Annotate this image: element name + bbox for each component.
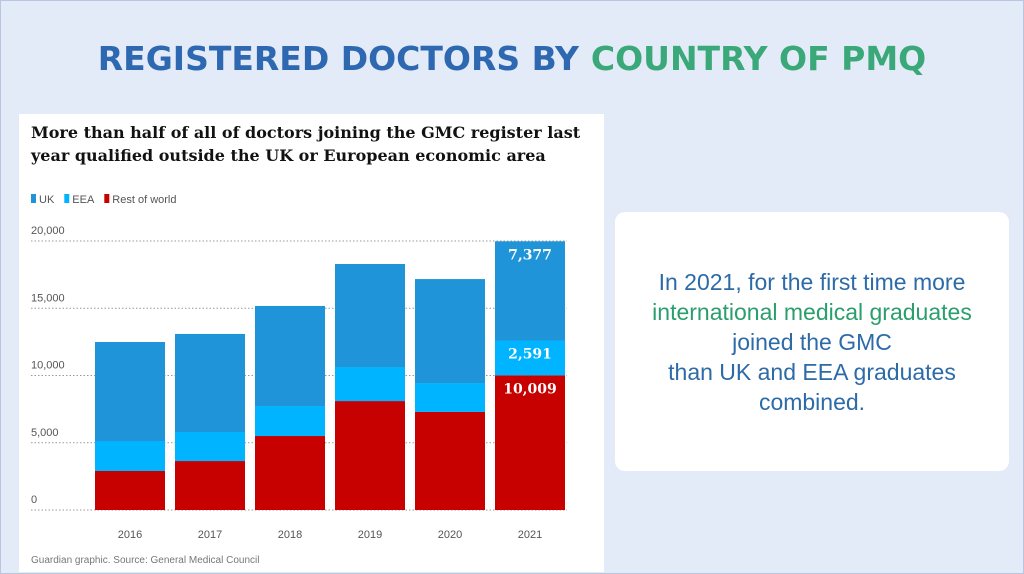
bar-segment	[255, 305, 325, 407]
bar-segment	[95, 441, 165, 471]
legend-swatch	[31, 194, 36, 203]
bar-segment	[175, 333, 245, 432]
value-label: 7,377	[508, 247, 552, 263]
slide-title: REGISTERED DOCTORS BY COUNTRY OF PMQ	[1, 39, 1023, 78]
bar-segment	[95, 470, 165, 510]
bar-segment	[335, 401, 405, 510]
callout: In 2021, for the first time more internat…	[615, 212, 1009, 471]
bar-segment	[255, 406, 325, 437]
callout-line: international medical graduates	[652, 298, 972, 325]
callout-line: combined.	[758, 388, 866, 415]
title-part: REGISTERED DOCTORS BY	[97, 39, 579, 78]
bar-segment	[175, 461, 245, 510]
x-tick-label: 2021	[518, 529, 542, 541]
bar-segment	[495, 375, 565, 510]
legend-label: Rest of world	[112, 194, 176, 206]
x-tick-label: 2019	[358, 529, 382, 541]
bar-segment	[415, 411, 485, 510]
callout-line: than UK and EEA graduates	[668, 358, 956, 385]
y-tick-label: 20,000	[31, 225, 65, 237]
value-label: 2,591	[508, 347, 552, 363]
bar-segment	[95, 342, 165, 442]
x-tick-label: 2020	[438, 529, 462, 541]
callout-line: In 2021, for the first time more	[658, 268, 966, 295]
bar-segment	[495, 241, 565, 341]
legend-swatch	[104, 194, 110, 203]
bar-segment	[415, 383, 485, 412]
bar-segment	[495, 340, 565, 376]
bar-segment	[415, 279, 485, 384]
bar-segment	[255, 436, 325, 510]
bar-segment	[335, 263, 405, 368]
x-tick-label: 2017	[198, 529, 222, 541]
y-tick-label: 15,000	[31, 292, 65, 304]
chart-title: More than half of all of doctors joining…	[31, 123, 581, 165]
value-label: 10,009	[503, 381, 557, 397]
y-tick-label: 0	[31, 494, 37, 506]
callout-line: joined the GMC	[732, 328, 892, 355]
legend-label: EEA	[72, 194, 95, 206]
x-tick-label: 2018	[278, 529, 302, 541]
x-tick-label: 2016	[118, 529, 142, 541]
bar-segment	[335, 367, 405, 402]
legend-swatch	[64, 194, 70, 203]
y-tick-label: 10,000	[31, 360, 65, 372]
title-part: COUNTRY OF PMQ	[590, 39, 927, 78]
bar-segment	[175, 431, 245, 462]
source-note: Guardian graphic. Source: General Medica…	[31, 555, 259, 566]
y-tick-label: 5,000	[31, 427, 59, 439]
legend-label: UK	[39, 194, 55, 206]
